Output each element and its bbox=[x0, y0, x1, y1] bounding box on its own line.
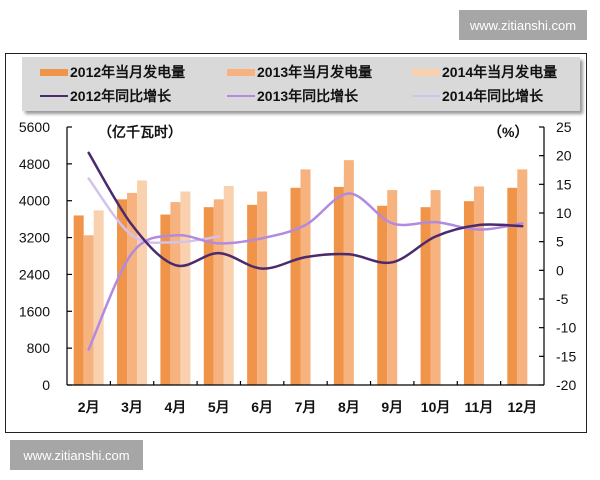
right-axis-unit: （%） bbox=[488, 124, 528, 140]
right-axis-tick-label: -10 bbox=[556, 320, 576, 336]
x-axis-tick-label: 2月 bbox=[78, 399, 100, 415]
bar bbox=[517, 169, 528, 385]
bar bbox=[73, 215, 84, 385]
legend-swatch bbox=[227, 68, 255, 76]
bar bbox=[333, 186, 344, 385]
x-axis-tick-label: 6月 bbox=[251, 399, 273, 415]
bar bbox=[430, 190, 441, 385]
legend-swatch bbox=[227, 95, 255, 97]
bar bbox=[203, 207, 214, 385]
legend-label: 2014年同比增长 bbox=[442, 88, 544, 104]
bar bbox=[180, 191, 191, 385]
legend-swatch bbox=[40, 95, 68, 97]
bar bbox=[213, 199, 224, 385]
right-axis-tick-label: -20 bbox=[556, 377, 576, 393]
legend-swatch bbox=[40, 68, 68, 76]
legend-item-2014-output: 2014年当月发电量 bbox=[412, 62, 557, 82]
right-axis-tick-label: 10 bbox=[556, 205, 572, 221]
growth-line bbox=[87, 192, 524, 351]
bar bbox=[137, 180, 148, 385]
left-axis-tick-label: 0 bbox=[42, 377, 50, 393]
left-axis-unit: （亿千瓦时） bbox=[98, 124, 182, 140]
x-axis-tick-label: 10月 bbox=[421, 399, 451, 415]
legend-item-2012-growth: 2012年同比增长 bbox=[40, 86, 171, 106]
left-axis-tick-label: 4000 bbox=[19, 193, 50, 209]
x-axis-tick-label: 4月 bbox=[165, 399, 187, 415]
bar bbox=[290, 187, 301, 385]
left-axis-tick-label: 3200 bbox=[19, 230, 50, 246]
legend-label: 2013年同比增长 bbox=[257, 88, 359, 104]
x-axis-tick-label: 7月 bbox=[295, 399, 317, 415]
bar bbox=[420, 207, 431, 385]
bar bbox=[463, 201, 474, 385]
bar bbox=[170, 202, 181, 385]
legend-swatch bbox=[412, 68, 440, 76]
left-axis-tick-label: 2400 bbox=[19, 266, 50, 282]
bar bbox=[300, 169, 311, 385]
legend-item-2012-output: 2012年当月发电量 bbox=[40, 62, 185, 82]
legend-label: 2012年当月发电量 bbox=[70, 64, 186, 80]
bar bbox=[257, 191, 268, 385]
bar bbox=[377, 205, 388, 385]
bar bbox=[93, 210, 104, 385]
right-axis-tick-label: 0 bbox=[556, 262, 564, 278]
bar bbox=[507, 187, 518, 385]
legend-item-2013-output: 2013年当月发电量 bbox=[227, 62, 372, 82]
x-axis-tick-label: 8月 bbox=[338, 399, 360, 415]
bar bbox=[117, 199, 128, 385]
legend-item-2013-growth: 2013年同比增长 bbox=[227, 86, 358, 106]
right-axis-tick-label: 20 bbox=[556, 148, 572, 164]
line-series-group bbox=[87, 151, 524, 351]
legend-swatch bbox=[412, 95, 440, 97]
bar bbox=[247, 204, 258, 385]
chart-legend: 2012年当月发电量 2013年当月发电量 2014年当月发电量 2012年同比… bbox=[22, 57, 580, 111]
growth-line bbox=[87, 151, 524, 270]
axes-group: 0 800 1600 2400 3200 4000 4800 5600 -20 -15 -10 -5 0… bbox=[19, 119, 577, 415]
watermark-bottom: www.zitianshi.com bbox=[10, 440, 143, 470]
legend-item-2014-growth: 2014年同比增长 bbox=[412, 86, 543, 106]
bar bbox=[83, 235, 94, 385]
bar bbox=[223, 185, 234, 385]
watermark-top: www.zitianshi.com bbox=[459, 10, 587, 40]
legend-label: 2012年同比增长 bbox=[70, 88, 172, 104]
legend-label: 2014年当月发电量 bbox=[442, 64, 558, 80]
right-axis-tick-label: 5 bbox=[556, 234, 564, 250]
bar bbox=[160, 214, 171, 385]
x-axis-tick-label: 3月 bbox=[121, 399, 143, 415]
bar bbox=[127, 192, 138, 385]
right-axis-tick-label: -5 bbox=[556, 291, 569, 307]
x-axis-tick-label: 12月 bbox=[508, 399, 538, 415]
left-axis-tick-label: 5600 bbox=[19, 119, 50, 135]
right-axis-tick-label: 15 bbox=[556, 176, 572, 192]
left-axis-tick-label: 4800 bbox=[19, 156, 50, 172]
x-axis-tick-label: 11月 bbox=[465, 399, 494, 415]
left-axis-tick-label: 1600 bbox=[19, 303, 50, 319]
bar bbox=[387, 190, 398, 385]
bar bbox=[343, 160, 354, 385]
legend-label: 2013年当月发电量 bbox=[257, 64, 373, 80]
left-axis-tick-label: 800 bbox=[27, 340, 51, 356]
bar bbox=[473, 186, 484, 385]
x-axis-tick-label: 5月 bbox=[208, 399, 230, 415]
bar-series-group bbox=[73, 160, 528, 385]
x-axis-tick-label: 9月 bbox=[381, 399, 403, 415]
right-axis-tick-label: 25 bbox=[556, 119, 572, 135]
right-axis-tick-label: -15 bbox=[556, 348, 576, 364]
